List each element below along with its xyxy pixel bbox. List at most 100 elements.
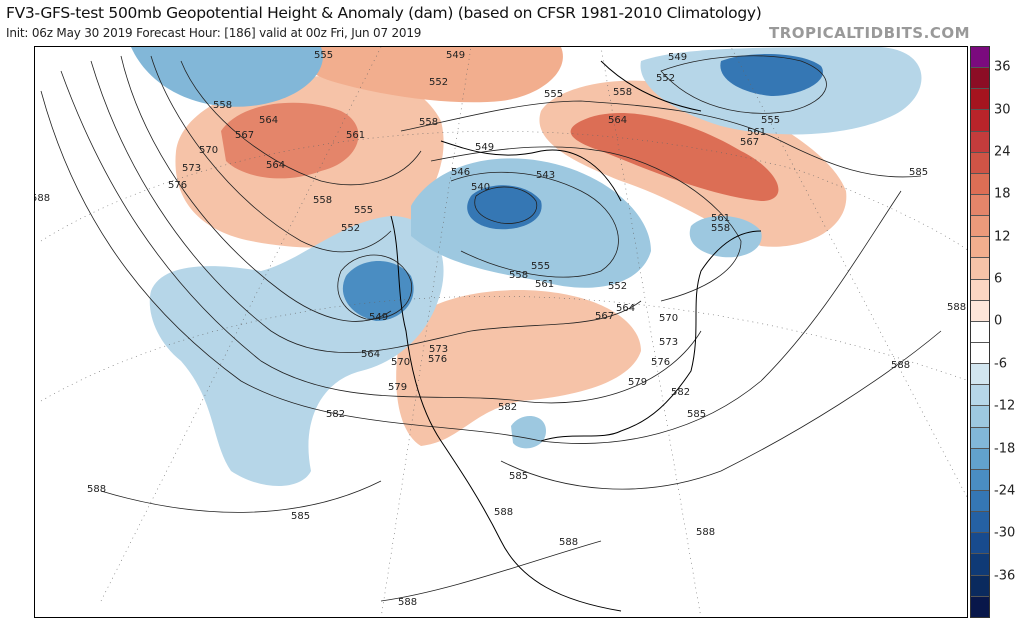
graticule — [40, 47, 967, 617]
contour-label: 573 — [182, 163, 201, 174]
contour-label: 561 — [747, 127, 766, 138]
contour-label: 555 — [531, 261, 550, 272]
contour-label: 564 — [616, 303, 635, 314]
contour-label: 582 — [671, 387, 690, 398]
contour-label: 549 — [446, 50, 465, 61]
contour-label: 552 — [656, 73, 675, 84]
contour-label: 573 — [659, 337, 678, 348]
height-contours — [40, 55, 942, 602]
colorbar-tick-label: 0 — [994, 313, 1003, 329]
contour-label: 558 — [213, 100, 232, 111]
colorbar-tick-label: 30 — [994, 102, 1011, 118]
colorbar-bin — [971, 490, 989, 513]
colorbar-bin — [971, 216, 989, 238]
positive-anomaly-north-pole — [297, 47, 563, 103]
contour-label: 585 — [291, 511, 310, 522]
negative-anomaly-pacific-core — [342, 261, 414, 321]
contour-label: 573 — [429, 344, 448, 355]
negative-anomaly-labrador — [689, 215, 762, 258]
contour-label: 546 — [451, 167, 470, 178]
colorbar-tick-label: -18 — [994, 441, 1016, 457]
positive-anomaly-central-us — [396, 290, 641, 446]
colorbar-tick-label: 6 — [994, 271, 1003, 287]
contour-labels: 555 549 552 558 564 567 561 558 570 573 … — [35, 50, 966, 608]
colorbar-bin — [971, 469, 989, 491]
contour-label: 582 — [498, 402, 517, 413]
contour-label: 558 — [711, 223, 730, 234]
colorbar-bin — [971, 385, 989, 407]
contour-label: 540 — [471, 182, 490, 193]
contour-label: 555 — [314, 50, 333, 61]
contour-label: 555 — [544, 89, 563, 100]
positive-anomaly-alaska-core — [221, 102, 359, 179]
contour-label: 582 — [326, 409, 345, 420]
colorbar-tick-label: 36 — [994, 59, 1011, 75]
colorbar-bin — [971, 448, 989, 470]
height-anomaly-map: 555 549 552 558 564 567 561 558 570 573 … — [34, 46, 968, 618]
contour-label: 561 — [535, 279, 554, 290]
contour-label: 552 — [341, 223, 360, 234]
contour-label: 570 — [199, 145, 218, 156]
contour-label: 585 — [687, 409, 706, 420]
contour-label: 555 — [354, 205, 373, 216]
contour-label: 576 — [651, 357, 670, 368]
colorbar-bin — [971, 110, 989, 132]
contour-label: 588 — [494, 507, 513, 518]
contour-label: 567 — [740, 137, 759, 148]
colorbar-bin — [971, 68, 989, 90]
colorbar-bin — [971, 237, 989, 259]
contour-label: 561 — [711, 213, 730, 224]
contour-label: 552 — [429, 77, 448, 88]
colorbar-tick-label: -24 — [994, 483, 1016, 499]
contour-label: 570 — [391, 357, 410, 368]
contour-label: 561 — [346, 130, 365, 141]
contour-label: 543 — [536, 170, 555, 181]
colorbar-bin — [971, 554, 989, 576]
colorbar-bin — [971, 427, 989, 449]
contour-label: 567 — [595, 311, 614, 322]
brand-watermark: TROPICALTIDBITS.COM — [769, 24, 970, 42]
colorbar-tick-label: -30 — [994, 525, 1016, 541]
contour-label: 585 — [509, 471, 528, 482]
colorbar-tick-label: 12 — [994, 229, 1011, 245]
contour-label: 576 — [428, 354, 447, 365]
anomaly-colorbar — [970, 46, 990, 618]
colorbar-tick-label: -36 — [994, 568, 1016, 584]
contour-label: 576 — [168, 180, 187, 191]
colorbar-ticks: 36 30 24 18 12 6 0 -6 -12 -18 -24 -30 -36 — [994, 46, 1024, 618]
colorbar-bin — [971, 300, 989, 322]
contour-label: 588 — [696, 527, 715, 538]
map-title: FV3-GFS-test 500mb Geopotential Height &… — [6, 4, 762, 22]
contour-label: 567 — [235, 130, 254, 141]
contour-label: 549 — [668, 52, 687, 63]
colorbar-tick-label: 18 — [994, 186, 1011, 202]
colorbar-bin — [971, 194, 989, 217]
negative-anomaly-atlantic-core — [720, 54, 823, 96]
colorbar-bin — [971, 596, 989, 617]
colorbar-bin — [971, 321, 989, 343]
colorbar-bin — [971, 406, 989, 428]
contour-label: 588 — [398, 597, 417, 608]
contour-label: 558 — [613, 87, 632, 98]
contour-label: 564 — [608, 115, 627, 126]
colorbar-bin — [971, 152, 989, 174]
colorbar-bin — [971, 173, 989, 195]
colorbar-tick-label: -6 — [994, 356, 1007, 372]
contour-label: 564 — [361, 349, 380, 360]
contour-label: 549 — [369, 312, 388, 323]
contour-label: 558 — [313, 195, 332, 206]
contour-label: 588 — [87, 484, 106, 495]
negative-anomaly-pacific — [149, 216, 444, 486]
contour-label: 549 — [475, 142, 494, 153]
colorbar-tick-label: 24 — [994, 144, 1011, 160]
contour-label: 564 — [259, 115, 278, 126]
contour-label: 579 — [628, 377, 647, 388]
contour-label: 588 — [891, 360, 910, 371]
contour-label: 555 — [761, 115, 780, 126]
map-canvas: 555 549 552 558 564 567 561 558 570 573 … — [35, 47, 967, 617]
contour-label: 570 — [659, 313, 678, 324]
contour-label: 588 — [559, 537, 578, 548]
contour-label: 558 — [509, 270, 528, 281]
colorbar-tick-label: -12 — [994, 398, 1016, 414]
colorbar-bin — [971, 342, 989, 365]
